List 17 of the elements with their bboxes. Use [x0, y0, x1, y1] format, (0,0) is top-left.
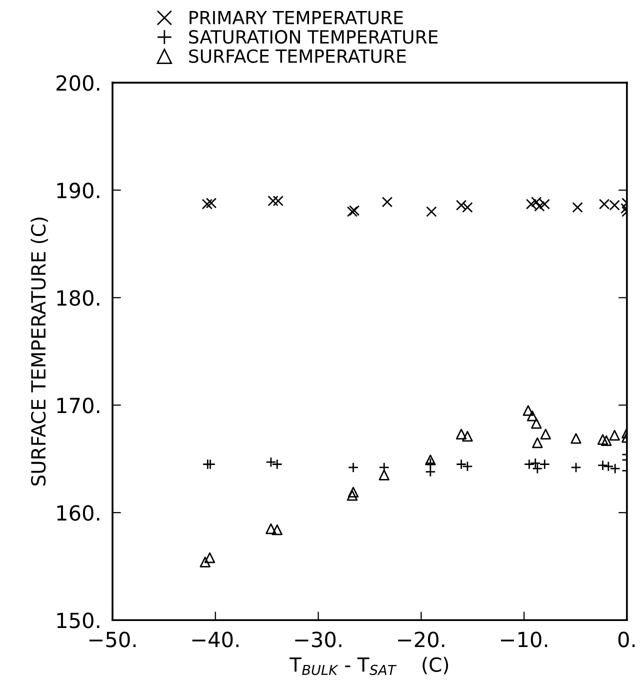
y-tick-label: 180.: [57, 290, 100, 306]
y-tick-label: 170.: [57, 398, 100, 414]
x-tick-label: −50.: [89, 632, 136, 648]
x-tick-label: 0.: [618, 632, 635, 648]
text: T$_{BULK}$ - T$_{SAT}$ (C): [290, 656, 448, 676]
legend-label: PRIMARY TEMPERATURE: [190, 10, 403, 24]
y-tick-label: 190.: [57, 182, 100, 198]
x-tick-label: −30.: [295, 632, 342, 648]
y-tick-label: 200.: [56, 75, 100, 91]
x-tick-label: −40.: [192, 632, 238, 648]
x-tick-label: −10.: [500, 632, 548, 648]
legend-label: SATURATION TEMPERATURE: [189, 30, 438, 44]
y-tick-label: 150.: [57, 612, 100, 628]
legend-label: SURFACE TEMPERATURE: [189, 49, 406, 63]
y-axis-title: SURFACE TEMPERATURE (C): [30, 218, 48, 486]
y-tick-label: 160.: [57, 505, 100, 521]
x-tick-label: −20.: [398, 632, 444, 648]
